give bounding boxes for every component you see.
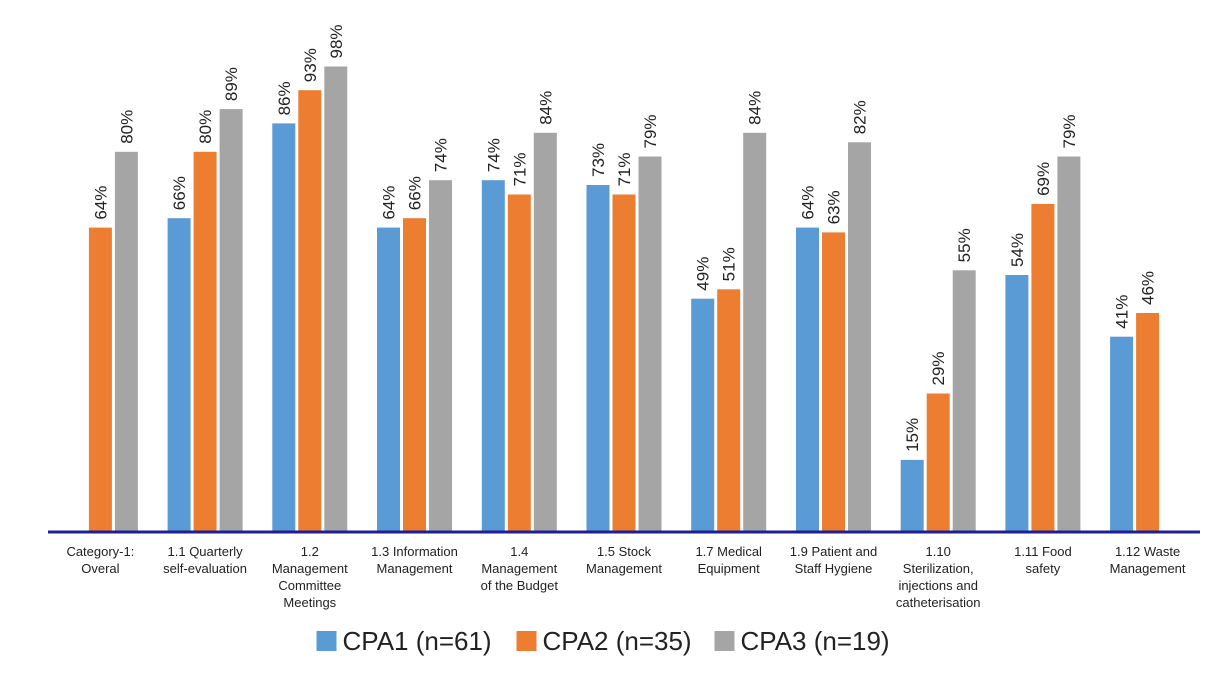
value-label-cpa2-8: 29% <box>929 351 948 385</box>
category-label-6: 1.7 Medical Equipment <box>695 544 762 576</box>
value-label-cpa3-4: 84% <box>536 91 555 125</box>
category-label-7: 1.9 Patient and Staff Hygiene <box>790 544 877 576</box>
legend-item-cpa2: CPA2 (n=35) <box>516 626 692 656</box>
value-label-cpa2-4: 71% <box>510 152 529 186</box>
bar-cpa1-6 <box>691 298 715 531</box>
value-label-cpa2-5: 71% <box>615 152 634 186</box>
bar-cpa3-3 <box>429 180 452 531</box>
legend: CPA1 (n=61) CPA2 (n=35) CPA3 (n=19) <box>316 626 890 656</box>
bar-cpa2-9 <box>1031 203 1055 531</box>
value-label-cpa1-1: 66% <box>170 176 189 210</box>
value-label-cpa1-6: 49% <box>694 257 713 291</box>
bar-cpa2-6 <box>717 289 741 531</box>
category-labels-layer: Category-1: Overal 1.1 Quarterly self-evalu… <box>66 544 1185 610</box>
value-label-cpa3-0: 80% <box>117 110 136 144</box>
bar-cpa3-2 <box>324 66 348 531</box>
bar-cpa3-6 <box>743 132 767 532</box>
value-label-cpa3-5: 79% <box>641 114 660 148</box>
bar-cpa2-10 <box>1136 313 1160 531</box>
value-label-cpa2-1: 80% <box>196 110 215 144</box>
value-label-cpa1-9: 54% <box>1008 233 1027 267</box>
value-label-cpa2-0: 64% <box>91 186 110 220</box>
category-label-10: 1.12 Waste Management <box>1110 544 1186 576</box>
value-label-cpa1-8: 15% <box>903 418 922 452</box>
value-label-cpa2-10: 46% <box>1139 271 1158 305</box>
category-label-1: 1.1 Quarterly self-evaluation <box>163 544 247 576</box>
value-label-cpa3-7: 82% <box>851 100 870 134</box>
bar-cpa2-8 <box>926 393 950 531</box>
value-label-cpa3-3: 74% <box>432 138 451 172</box>
value-label-cpa2-7: 63% <box>825 190 844 224</box>
bar-cpa2-1 <box>193 151 217 532</box>
legend-item-cpa3: CPA3 (n=19) <box>714 626 890 656</box>
category-label-9: 1.11 Food safety <box>1014 544 1072 576</box>
bar-cpa2-4 <box>507 194 531 531</box>
bar-cpa2-5 <box>612 194 636 531</box>
legend-item-cpa1: CPA1 (n=61) <box>316 626 492 656</box>
legend-swatch-cpa1 <box>316 631 337 651</box>
legend-label-cpa2: CPA2 (n=35) <box>543 626 692 656</box>
bar-cpa3-0 <box>114 151 138 532</box>
value-label-cpa1-10: 41% <box>1113 295 1132 329</box>
value-label-cpa3-1: 89% <box>222 67 241 101</box>
bar-cpa3-1 <box>219 109 243 531</box>
bar-cpa2-2 <box>298 90 322 531</box>
category-label-3: 1.3 Information Management <box>371 544 458 576</box>
value-label-cpa1-2: 86% <box>275 81 294 115</box>
category-label-2: 1.2 Management Committee Meetings <box>272 544 348 610</box>
value-label-cpa3-2: 98% <box>327 24 346 58</box>
value-label-cpa2-6: 51% <box>720 247 739 281</box>
bar-cpa2-0 <box>88 227 112 531</box>
bar-cpa1-7 <box>796 227 819 531</box>
category-label-5: 1.5 Stock Management <box>586 544 662 576</box>
value-label-cpa2-9: 69% <box>1034 162 1053 196</box>
bar-cpa1-1 <box>167 218 191 531</box>
bar-cpa1-8 <box>900 459 924 531</box>
legend-label-cpa1: CPA1 (n=61) <box>343 626 492 656</box>
value-label-cpa1-3: 64% <box>380 186 399 220</box>
value-label-cpa3-8: 55% <box>955 228 974 262</box>
bar-cpa1-5 <box>586 185 610 531</box>
value-label-cpa2-2: 93% <box>301 48 320 82</box>
bar-cpa1-9 <box>1005 275 1029 531</box>
value-label-cpa1-7: 64% <box>799 186 818 220</box>
bar-cpa1-3 <box>377 227 400 531</box>
bar-cpa2-7 <box>822 232 845 531</box>
bar-cpa3-9 <box>1057 156 1081 531</box>
value-label-cpa3-9: 79% <box>1060 114 1079 148</box>
value-label-cpa1-5: 73% <box>589 143 608 177</box>
bar-cpa3-8 <box>952 270 976 531</box>
category-label-0: Category-1: Overal <box>66 544 134 576</box>
category-label-4: 1.4 Management of the Budget <box>481 544 559 593</box>
category-label-8: 1.10 Sterilization, injections and catheter… <box>896 544 981 610</box>
bar-cpa1-2 <box>272 123 296 532</box>
legend-swatch-cpa2 <box>516 631 537 651</box>
bar-cpa3-4 <box>533 132 557 532</box>
value-label-cpa1-4: 74% <box>484 138 503 172</box>
bar-cpa3-5 <box>638 156 662 531</box>
value-labels-layer: 64% 80% 66% 80% 89% 86% 93% 98% 64% 66% 74% 74% 71% 8… <box>91 24 1157 451</box>
bar-cpa1-4 <box>481 180 505 531</box>
bar-cpa1-10 <box>1110 336 1134 531</box>
bar-cpa3-7 <box>848 142 871 532</box>
legend-label-cpa3: CPA3 (n=19) <box>741 626 890 656</box>
legend-swatch-cpa3 <box>714 631 735 651</box>
value-label-cpa2-3: 66% <box>406 176 425 210</box>
bars-layer <box>88 66 1160 532</box>
bar-cpa2-3 <box>403 218 426 531</box>
value-label-cpa3-6: 84% <box>746 91 765 125</box>
